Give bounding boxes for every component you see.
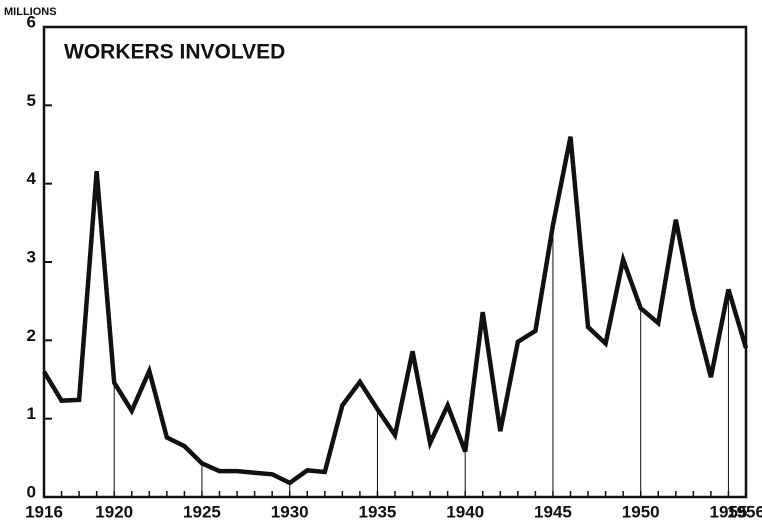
x-tick-label: 1950 xyxy=(622,502,660,521)
x-tick-label: 1925 xyxy=(183,502,221,521)
chart-title: WORKERS INVOLVED xyxy=(64,41,285,64)
y-tick-label: 2 xyxy=(27,326,36,345)
y-tick-label: 3 xyxy=(27,247,36,266)
x-tick-label: 1940 xyxy=(446,502,484,521)
x-tick-label: 1956 xyxy=(727,502,762,521)
y-tick-label: 5 xyxy=(27,91,36,110)
x-tick-label: 1945 xyxy=(534,502,572,521)
y-tick-label: 6 xyxy=(27,12,36,31)
y-axis-label: MILLIONS xyxy=(4,6,57,18)
x-tick-label: 1935 xyxy=(359,502,397,521)
x-tick-label: 1955 xyxy=(710,502,748,521)
y-tick-label: 0 xyxy=(27,482,36,501)
y-tick-label: 4 xyxy=(27,169,37,188)
y-tick-label: 1 xyxy=(27,404,36,423)
data-line xyxy=(42,136,749,486)
x-tick-label: 1916 xyxy=(25,502,63,521)
x-tick-label: 1920 xyxy=(95,502,133,521)
x-tick-label: 1930 xyxy=(271,502,309,521)
